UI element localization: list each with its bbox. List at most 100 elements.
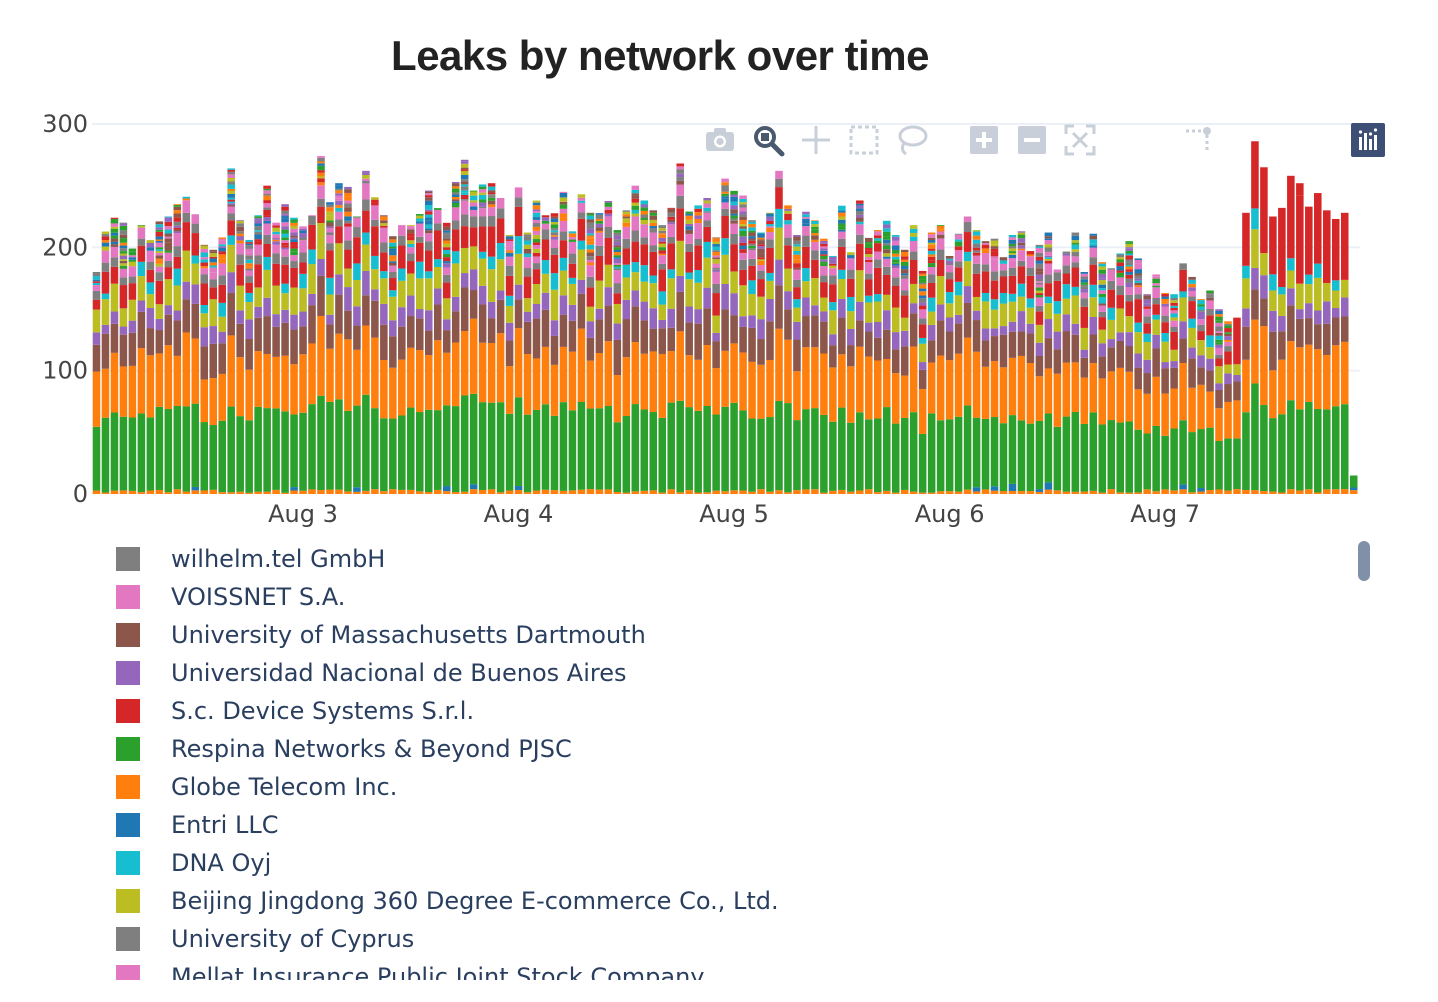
bar-stack[interactable]	[514, 187, 523, 494]
bar-segment[interactable]	[1314, 324, 1322, 350]
bar-segment[interactable]	[433, 259, 442, 267]
bar-segment[interactable]	[227, 181, 235, 185]
bar-segment[interactable]	[1224, 346, 1232, 352]
bar-segment[interactable]	[146, 417, 155, 491]
bar-stack[interactable]	[245, 239, 253, 494]
bar-segment[interactable]	[505, 305, 514, 323]
bar-segment[interactable]	[487, 195, 496, 198]
bar-segment[interactable]	[730, 343, 738, 403]
bar-segment[interactable]	[469, 216, 478, 228]
bar-segment[interactable]	[1035, 324, 1044, 343]
bar-segment[interactable]	[847, 422, 855, 492]
bar-segment[interactable]	[954, 323, 963, 354]
bar-segment[interactable]	[478, 194, 487, 200]
bar-stack[interactable]	[1215, 309, 1223, 494]
bar-segment[interactable]	[119, 253, 128, 256]
bar-segment[interactable]	[218, 254, 226, 259]
bar-segment[interactable]	[784, 205, 792, 209]
bar-segment[interactable]	[173, 217, 182, 222]
bar-segment[interactable]	[631, 272, 640, 291]
bar-segment[interactable]	[1179, 269, 1187, 292]
bar-segment[interactable]	[478, 489, 487, 494]
bar-segment[interactable]	[604, 216, 613, 227]
bar-segment[interactable]	[1134, 259, 1142, 264]
bar-segment[interactable]	[927, 267, 936, 275]
bar-segment[interactable]	[326, 220, 334, 223]
bar-segment[interactable]	[649, 215, 658, 220]
bar-segment[interactable]	[209, 489, 218, 494]
bar-segment[interactable]	[353, 237, 361, 264]
bar-segment[interactable]	[945, 331, 954, 361]
bar-segment[interactable]	[1098, 262, 1107, 264]
bar-segment[interactable]	[496, 243, 505, 260]
bar-segment[interactable]	[281, 247, 289, 250]
bar-segment[interactable]	[748, 236, 756, 239]
bar-segment[interactable]	[577, 328, 586, 402]
bar-segment[interactable]	[1287, 175, 1295, 259]
bar-segment[interactable]	[990, 246, 999, 249]
bar-segment[interactable]	[784, 237, 792, 246]
bar-segment[interactable]	[1035, 287, 1044, 291]
bar-segment[interactable]	[739, 269, 747, 286]
bar-segment[interactable]	[362, 325, 370, 395]
bar-segment[interactable]	[1125, 259, 1133, 263]
bar-segment[interactable]	[622, 210, 631, 212]
bar-segment[interactable]	[236, 223, 244, 227]
bar-segment[interactable]	[999, 260, 1008, 264]
bar-segment[interactable]	[1251, 141, 1259, 209]
bar-segment[interactable]	[721, 193, 729, 197]
bar-segment[interactable]	[1161, 333, 1169, 342]
bar-segment[interactable]	[505, 340, 514, 367]
bar-segment[interactable]	[1323, 323, 1331, 355]
bar-segment[interactable]	[891, 423, 900, 493]
bar-segment[interactable]	[577, 279, 586, 294]
bar-segment[interactable]	[936, 231, 945, 235]
bar-segment[interactable]	[532, 490, 541, 494]
bar-segment[interactable]	[290, 241, 298, 246]
bar-segment[interactable]	[532, 205, 541, 210]
bar-stack[interactable]	[1053, 269, 1062, 494]
bar-segment[interactable]	[981, 253, 990, 265]
bar-stack[interactable]	[667, 207, 675, 494]
bar-segment[interactable]	[254, 231, 262, 235]
bar-stack[interactable]	[649, 210, 658, 494]
bar-segment[interactable]	[505, 490, 514, 494]
bar-segment[interactable]	[577, 218, 586, 241]
bar-segment[interactable]	[173, 406, 182, 490]
bar-segment[interactable]	[398, 268, 406, 281]
bar-segment[interactable]	[335, 243, 343, 275]
bar-segment[interactable]	[873, 267, 882, 295]
bar-segment[interactable]	[712, 251, 720, 256]
bar-segment[interactable]	[811, 408, 819, 490]
bar-segment[interactable]	[155, 353, 164, 407]
bar-segment[interactable]	[559, 231, 568, 241]
bar-segment[interactable]	[847, 252, 855, 256]
bar-segment[interactable]	[1197, 319, 1205, 325]
bar-segment[interactable]	[371, 289, 379, 301]
bar-segment[interactable]	[1035, 305, 1044, 312]
bar-segment[interactable]	[505, 240, 514, 245]
bar-segment[interactable]	[523, 414, 532, 493]
bar-segment[interactable]	[317, 182, 325, 186]
bar-segment[interactable]	[550, 364, 559, 416]
bar-segment[interactable]	[856, 243, 864, 271]
bar-segment[interactable]	[155, 260, 164, 264]
bar-segment[interactable]	[748, 227, 756, 231]
bar-segment[interactable]	[541, 489, 550, 494]
bar-segment[interactable]	[1215, 342, 1223, 345]
bar-segment[interactable]	[442, 257, 451, 262]
bar-segment[interactable]	[658, 237, 667, 242]
bar-segment[interactable]	[317, 395, 325, 491]
bar-segment[interactable]	[936, 420, 945, 492]
bar-segment[interactable]	[748, 232, 756, 237]
bar-segment[interactable]	[209, 253, 218, 257]
bar-segment[interactable]	[658, 243, 667, 248]
bar-stack[interactable]	[478, 184, 487, 494]
bar-segment[interactable]	[380, 225, 388, 228]
bar-segment[interactable]	[595, 232, 604, 246]
bar-segment[interactable]	[622, 226, 631, 239]
bar-segment[interactable]	[523, 240, 532, 245]
bar-segment[interactable]	[1017, 266, 1026, 284]
bar-segment[interactable]	[1323, 282, 1331, 302]
bar-segment[interactable]	[451, 188, 460, 193]
